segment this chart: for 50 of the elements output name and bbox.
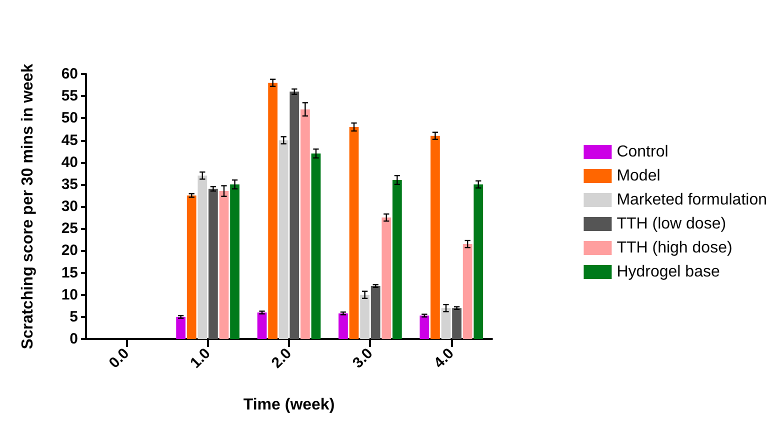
bar: [208, 188, 218, 339]
bar: [441, 308, 451, 339]
y-tick-label: 35: [61, 176, 78, 193]
legend-label: TTH (high dose): [616, 240, 732, 256]
bar: [452, 308, 462, 339]
bar: [462, 244, 472, 339]
bar: [349, 127, 359, 339]
bar: [420, 316, 430, 339]
y-tick-label: 30: [61, 198, 78, 215]
bar: [382, 218, 392, 339]
x-tick-label: 3.0: [349, 344, 376, 372]
y-tick-label: 55: [61, 88, 78, 105]
y-tick-label: 5: [70, 308, 78, 326]
bar: [268, 82, 278, 339]
bar: [311, 154, 321, 339]
bar: [338, 313, 348, 339]
bar: [360, 294, 370, 339]
legend-label: TTH (low dose): [616, 216, 726, 232]
legend-label: Hydrogel base: [616, 264, 720, 280]
bar: [186, 195, 196, 339]
legend-label: Control: [616, 144, 668, 160]
x-tick-label: 0.0: [106, 344, 133, 372]
bar: [219, 191, 229, 339]
y-tick-label: 50: [61, 110, 78, 127]
legend-label: Marketed formulation: [616, 192, 768, 208]
bar: [198, 176, 208, 339]
x-tick-label: 2.0: [268, 344, 296, 372]
x-tick-label: 1.0: [187, 344, 214, 372]
bar: [370, 286, 380, 339]
y-tick-label: 0: [70, 330, 78, 348]
bar: [300, 109, 310, 339]
bar: [257, 312, 267, 339]
bar: [278, 140, 288, 339]
y-tick-label: 60: [61, 66, 78, 82]
bar: [392, 180, 402, 339]
x-axis-title: Time (week): [243, 396, 335, 414]
y-axis-title: Scratching score per 30 mins in week: [20, 64, 36, 350]
y-tick-label: 45: [61, 132, 78, 149]
bar: [474, 184, 484, 339]
bar: [290, 92, 300, 339]
legend-label: Model: [616, 168, 660, 184]
y-tick-label: 25: [61, 220, 78, 238]
bar: [230, 184, 240, 339]
x-tick-label: 4.0: [430, 344, 458, 372]
bar: [176, 316, 186, 339]
y-tick-label: 20: [61, 242, 78, 260]
y-tick-label: 40: [61, 154, 78, 171]
bar: [430, 136, 440, 339]
y-tick-label: 10: [61, 286, 78, 304]
y-tick-label: 15: [61, 264, 78, 282]
